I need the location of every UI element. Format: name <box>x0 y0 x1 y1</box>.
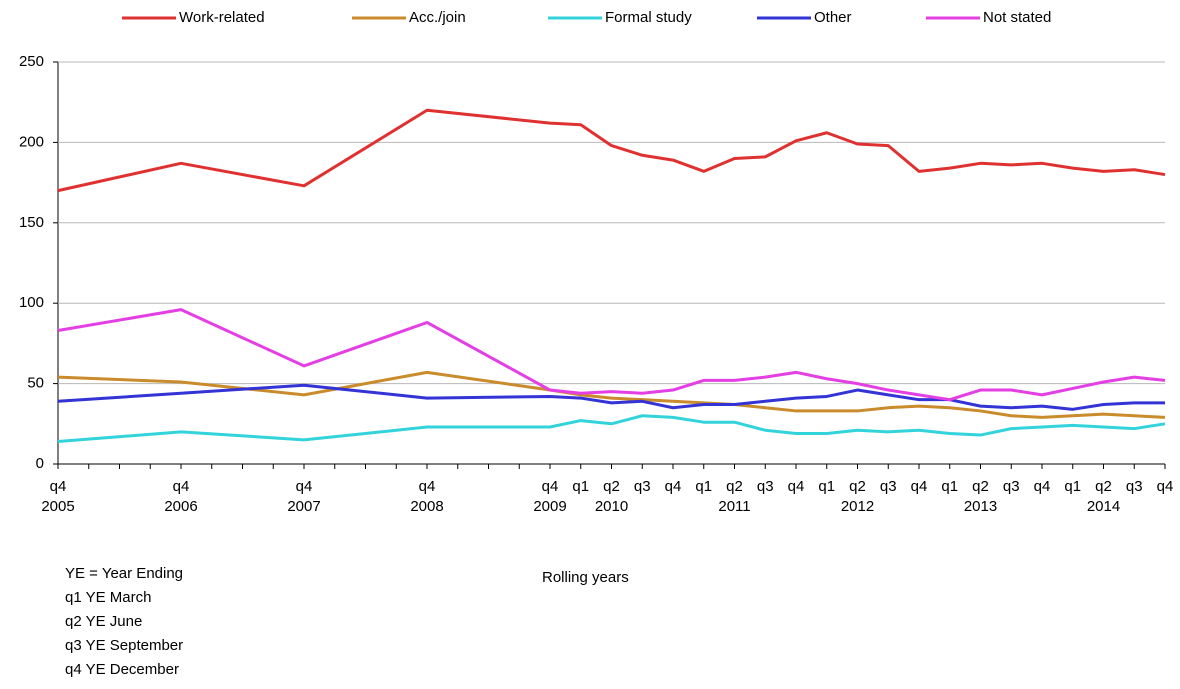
x-year-label: 2009 <box>533 498 566 515</box>
x-tick-label: q4 <box>665 478 682 495</box>
footnote: q3 YE September <box>65 637 183 654</box>
x-tick-label: q1 <box>695 478 712 495</box>
x-tick-label: q2 <box>849 478 866 495</box>
x-tick-label: q4 <box>1157 478 1174 495</box>
legend-label: Formal study <box>605 9 692 26</box>
x-tick-label: q2 <box>726 478 743 495</box>
x-tick-label: q2 <box>1095 478 1112 495</box>
legend-label: Work-related <box>179 9 265 26</box>
x-year-label: 2008 <box>410 498 443 515</box>
x-year-label: 2006 <box>164 498 197 515</box>
x-tick-label: q4 <box>50 478 67 495</box>
series-line <box>57 108 1166 193</box>
y-tick-label: 250 <box>19 53 44 70</box>
x-tick-label: q2 <box>603 478 620 495</box>
y-tick-label: 150 <box>19 214 44 231</box>
y-tick-label: 50 <box>27 375 44 392</box>
y-tick-label: 200 <box>19 133 44 150</box>
series-line <box>57 414 1166 443</box>
x-year-label: 2013 <box>964 498 997 515</box>
x-tick-label: q4 <box>542 478 559 495</box>
y-tick-label: 100 <box>19 294 44 311</box>
x-tick-label: q2 <box>972 478 989 495</box>
x-tick-label: q3 <box>1003 478 1020 495</box>
x-tick-label: q4 <box>911 478 928 495</box>
x-tick-label: q4 <box>296 478 313 495</box>
x-axis-label: Rolling years <box>542 569 629 586</box>
footnote: YE = Year Ending <box>65 565 183 582</box>
x-year-label: 2007 <box>287 498 320 515</box>
x-tick-label: q3 <box>634 478 651 495</box>
x-tick-label: q1 <box>572 478 589 495</box>
x-tick-label: q4 <box>173 478 190 495</box>
x-year-label: 2010 <box>595 498 628 515</box>
series-line <box>57 383 1165 411</box>
legend-label: Acc./join <box>409 9 466 26</box>
legend-label: Not stated <box>983 9 1051 26</box>
x-tick-label: q3 <box>880 478 897 495</box>
series-line <box>57 308 1166 402</box>
footnote: q2 YE June <box>65 613 142 630</box>
x-tick-label: q4 <box>788 478 805 495</box>
x-tick-label: q4 <box>419 478 436 495</box>
x-year-label: 2012 <box>841 498 874 515</box>
x-tick-label: q3 <box>757 478 774 495</box>
x-year-label: 2011 <box>718 498 750 515</box>
x-tick-label: q1 <box>818 478 835 495</box>
footnote: q4 YE December <box>65 661 179 678</box>
x-tick-label: q1 <box>1064 478 1081 495</box>
legend-label: Other <box>814 9 852 26</box>
series-line <box>57 370 1166 419</box>
x-tick-label: q3 <box>1126 478 1143 495</box>
x-year-label: 2014 <box>1087 498 1120 515</box>
x-tick-label: q4 <box>1034 478 1051 495</box>
y-tick-label: 0 <box>36 455 44 472</box>
footnote: q1 YE March <box>65 589 151 606</box>
x-year-label: 2005 <box>41 498 74 515</box>
x-tick-label: q1 <box>941 478 958 495</box>
